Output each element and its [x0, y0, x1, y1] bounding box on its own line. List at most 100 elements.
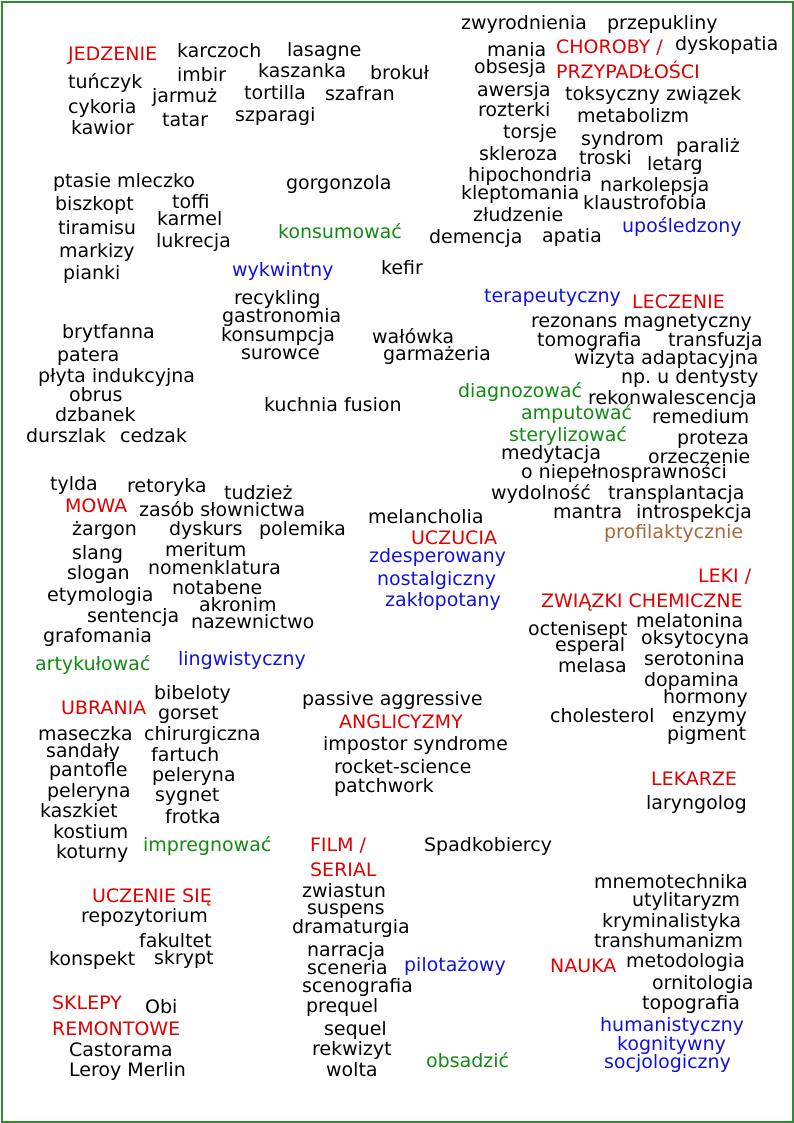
word-cedzak: cedzak [120, 425, 187, 447]
word-grafomania: grafomania [43, 625, 152, 647]
word-serotonina: serotonina [644, 648, 745, 670]
word-troski: troski [579, 147, 632, 169]
word-toffi: toffi [172, 191, 210, 213]
word-oksytocyna: oksytocyna [641, 627, 750, 649]
word-leroy-merlin: Leroy Merlin [69, 1059, 186, 1081]
word-transplantacja: transplantacja [608, 482, 745, 504]
word-mantra: mantra [553, 501, 623, 523]
category-heading-przypadlosci: PRZYPADŁOŚCI [556, 61, 700, 83]
word-hormony: hormony [663, 686, 748, 708]
word-suspens: suspens [307, 897, 385, 919]
word-uposledzony: upośledzony [622, 215, 742, 237]
word-rocket-science: rocket-science [334, 756, 472, 778]
word-peleryna: peleryna [47, 780, 131, 802]
word-pigment: pigment [667, 723, 747, 745]
word-nostalgiczny: nostalgiczny [377, 568, 496, 590]
word-gorgonzola: gorgonzola [286, 172, 392, 194]
word-garmazeria: garmażeria [383, 343, 491, 365]
category-heading-anglicyzmy: ANGLICYZMY [339, 711, 463, 733]
word-amputowac: amputować [521, 402, 632, 424]
word-fartuch: fartuch [151, 744, 220, 766]
word-impostor-syndrome: impostor syndrome [323, 733, 508, 755]
word-wizyta-adaptacyjna: wizyta adaptacyjna [574, 347, 759, 369]
word-enzymy: enzymy [672, 705, 747, 727]
word-retoryka: retoryka [127, 475, 207, 497]
word-plyta-indukcyjna: płyta indukcyjna [38, 365, 195, 387]
word-profilaktycznie: profilaktycznie [604, 521, 744, 543]
word-pianki: pianki [63, 262, 121, 284]
word-utylitaryzm: utylitaryzm [632, 889, 740, 911]
word-remedium: remedium [652, 406, 750, 428]
word-nomenklatura: nomenklatura [148, 557, 281, 579]
word-obrus: obrus [69, 384, 123, 406]
word-markizy: markizy [59, 240, 135, 262]
word-fakultet: fakultet [139, 930, 212, 952]
category-heading-mowa: MOWA [65, 495, 128, 517]
word-koturny: koturny [56, 841, 129, 863]
word-syndrom: syndrom [581, 128, 664, 150]
word-przepukliny: przepukliny [607, 12, 718, 34]
word-prequel: prequel [306, 995, 379, 1017]
word-konsumowac: konsumować [278, 221, 402, 243]
word-cykoria: cykoria [68, 96, 137, 118]
word-chirurgiczna: chirurgiczna [144, 723, 261, 745]
category-heading-leki: LEKI / [698, 565, 752, 587]
word-pilotazowy: pilotażowy [404, 954, 506, 976]
word-melasa: melasa [558, 655, 627, 677]
word-tudziez: tudzież [224, 482, 293, 504]
word-esperal: esperal [555, 634, 626, 656]
word-kostium: kostium [53, 821, 129, 843]
word-slogan: slogan [67, 562, 130, 584]
word-walowka: wałówka [372, 326, 455, 348]
word-nazewnictwo: nazewnictwo [191, 611, 315, 633]
word-sentencja: sentencja [87, 605, 180, 627]
word-topografia: topografia [642, 992, 740, 1014]
word-skrypt: skrypt [154, 947, 214, 969]
word-wykwintny: wykwintny [232, 259, 334, 281]
word-tunczyk: tuńczyk [68, 71, 143, 93]
word-rekonwalescencja: rekonwalescencja [588, 387, 757, 409]
word-kuchnia-fusion: kuchnia fusion [264, 394, 402, 416]
category-heading-nauka: NAUKA [550, 955, 617, 977]
word-lasagne: lasagne [287, 39, 362, 61]
word-karczoch: karczoch [177, 40, 262, 62]
word-metodologia: metodologia [626, 950, 745, 972]
word-octenisept: octenisept [528, 618, 628, 640]
word-dyskopatia: dyskopatia [675, 33, 779, 55]
word-tortilla: tortilla [244, 82, 306, 104]
word-notabene: notabene [172, 577, 263, 599]
word-kryminalistyka: kryminalistyka [602, 910, 741, 932]
word-scenografia: scenografia [302, 975, 413, 997]
word-zasob-slownictwa: zasób słownictwa [139, 499, 306, 521]
word-sterylizowac: sterylizować [509, 424, 627, 446]
word-dopamina: dopamina [644, 669, 739, 691]
word-polemika: polemika [259, 518, 346, 540]
word-bibeloty: bibeloty [154, 682, 231, 704]
word-surowce: surowce [241, 342, 320, 364]
word-zwyrodnienia: zwyrodnienia [461, 12, 587, 34]
category-heading-uczucia: UCZUCIA [411, 527, 497, 549]
word-zludzenie: złudzenie [473, 204, 564, 226]
word-ornitologia: ornitologia [652, 972, 754, 994]
word-rozterki: rozterki [478, 99, 551, 121]
word-zdesperowany: zdesperowany [369, 545, 506, 567]
word-gorset: gorset [158, 702, 219, 724]
word-artykulowac: artykułować [35, 653, 151, 675]
word-pantofle: pantofle [49, 759, 128, 781]
category-heading-serial: SERIAL [310, 859, 377, 881]
word-dzbanek: dzbanek [55, 404, 136, 426]
category-heading-ubrania: UBRANIA [61, 697, 147, 719]
word-apatia: apatia [542, 225, 602, 247]
word-mania: mania [487, 39, 547, 61]
word-sequel: sequel [324, 1018, 387, 1040]
word-obi: Obi [145, 996, 178, 1018]
word-slang: slang [72, 542, 123, 564]
word-rezonans-magnetyczny: rezonans magnetyczny [531, 310, 752, 332]
word-ptasie-mleczko: ptasie mleczko [53, 170, 195, 192]
word-dramaturgia: dramaturgia [292, 916, 410, 938]
word-lukrecja: lukrecja [156, 230, 231, 252]
word-zargon: żargon [72, 518, 137, 540]
word-hipochondria: hipochondria [468, 164, 592, 186]
word-tatar: tatar [162, 109, 208, 131]
category-heading-leczenie: LECZENIE [632, 291, 725, 313]
